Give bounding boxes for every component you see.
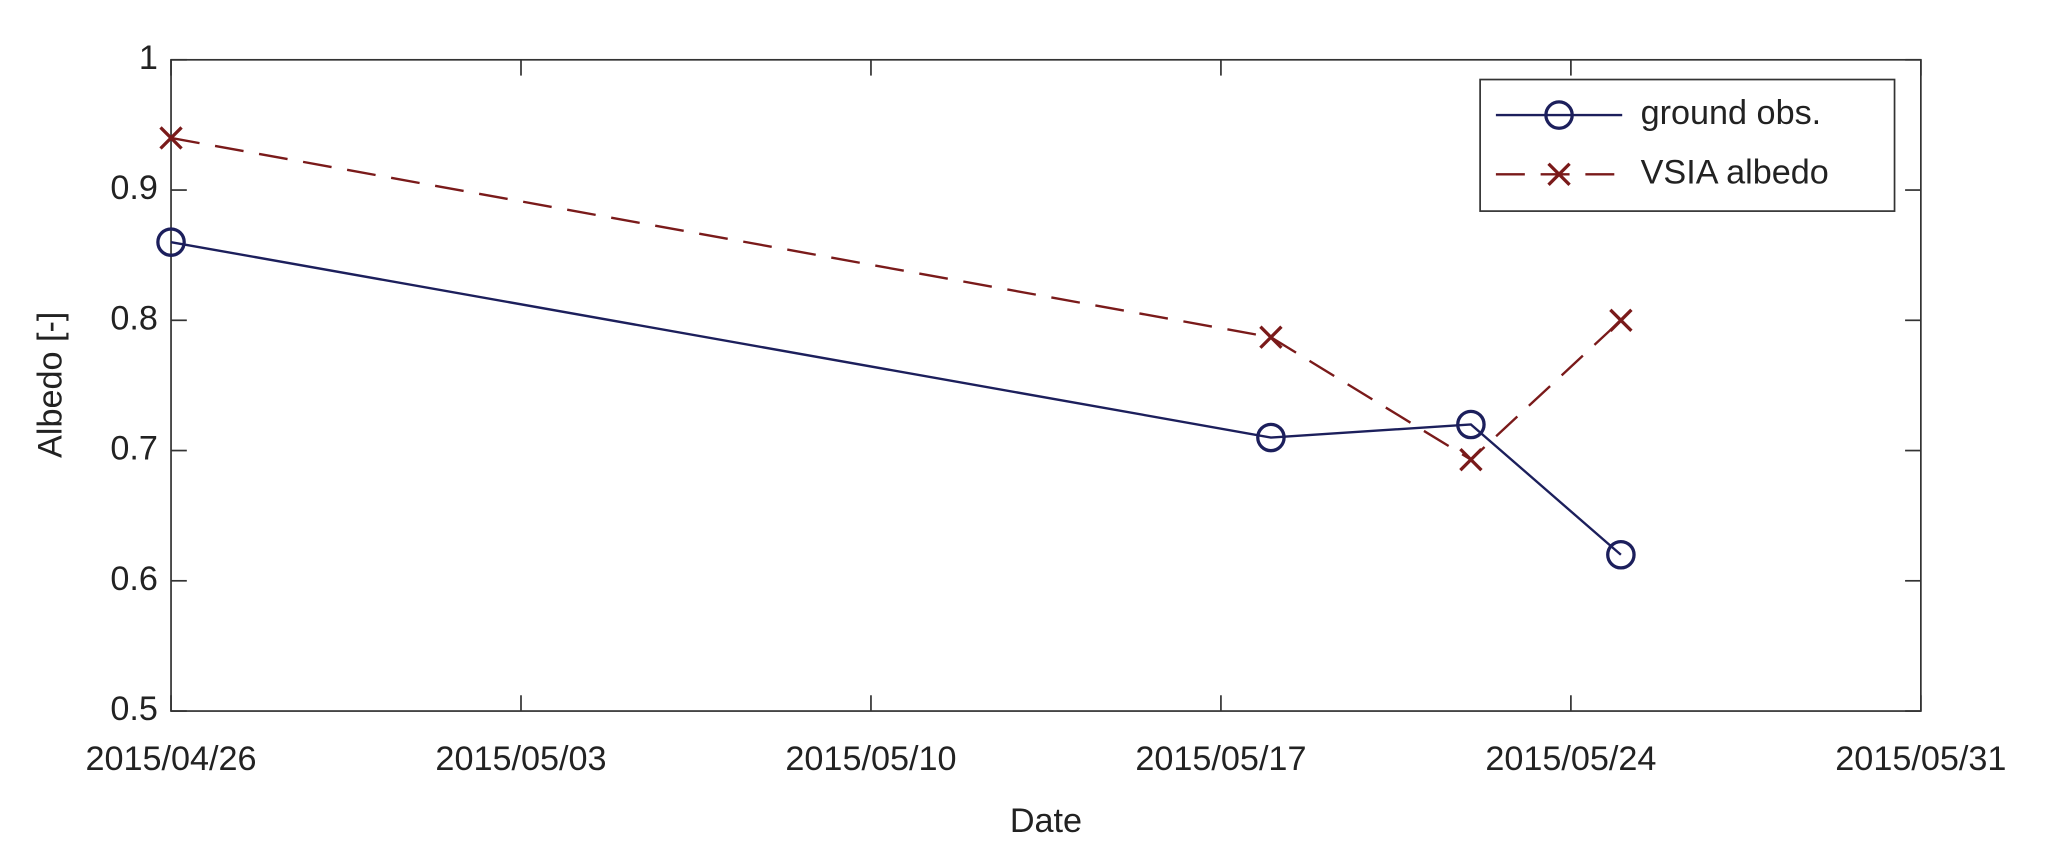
x-tick-label: 2015/05/03: [435, 740, 606, 778]
marker: [1606, 539, 1636, 570]
y-axis-label: Albedo [-]: [32, 312, 70, 458]
x-tick-label: 2015/05/31: [1835, 740, 2006, 778]
y-tick-label: 0.8: [110, 299, 158, 337]
series-line: [170, 240, 1622, 556]
marker: [156, 227, 186, 257]
legend-marker: [1544, 100, 1574, 130]
marker: [159, 126, 183, 150]
series-line: [170, 136, 1622, 462]
plot-area: [170, 58, 1922, 712]
x-tick-label: 2015/05/24: [1485, 740, 1656, 778]
y-tick-label: 1: [139, 39, 158, 77]
legend-box: [1479, 78, 1896, 212]
x-tick-label: 2015/04/26: [85, 740, 256, 778]
marker: [1609, 308, 1633, 332]
legend-label: ground obs.: [1641, 94, 1822, 132]
marker: [1256, 422, 1286, 453]
legend-marker: [1547, 162, 1571, 186]
y-tick-label: 0.9: [110, 169, 158, 207]
marker: [1456, 409, 1486, 440]
marker: [1459, 447, 1483, 472]
legend: ground obs. VSIA albedo: [1479, 78, 1896, 212]
legend-label: VSIA albedo: [1641, 153, 1829, 191]
x-tick-label: 2015/05/17: [1135, 740, 1306, 778]
y-tick-label: 0.7: [110, 430, 158, 468]
y-tick-label: 0.6: [110, 560, 158, 598]
y-tick-label: 0.5: [110, 690, 158, 728]
x-axis-label: Date: [1010, 802, 1082, 840]
x-tick-label: 2015/05/10: [785, 740, 956, 778]
marker: [1259, 325, 1283, 349]
